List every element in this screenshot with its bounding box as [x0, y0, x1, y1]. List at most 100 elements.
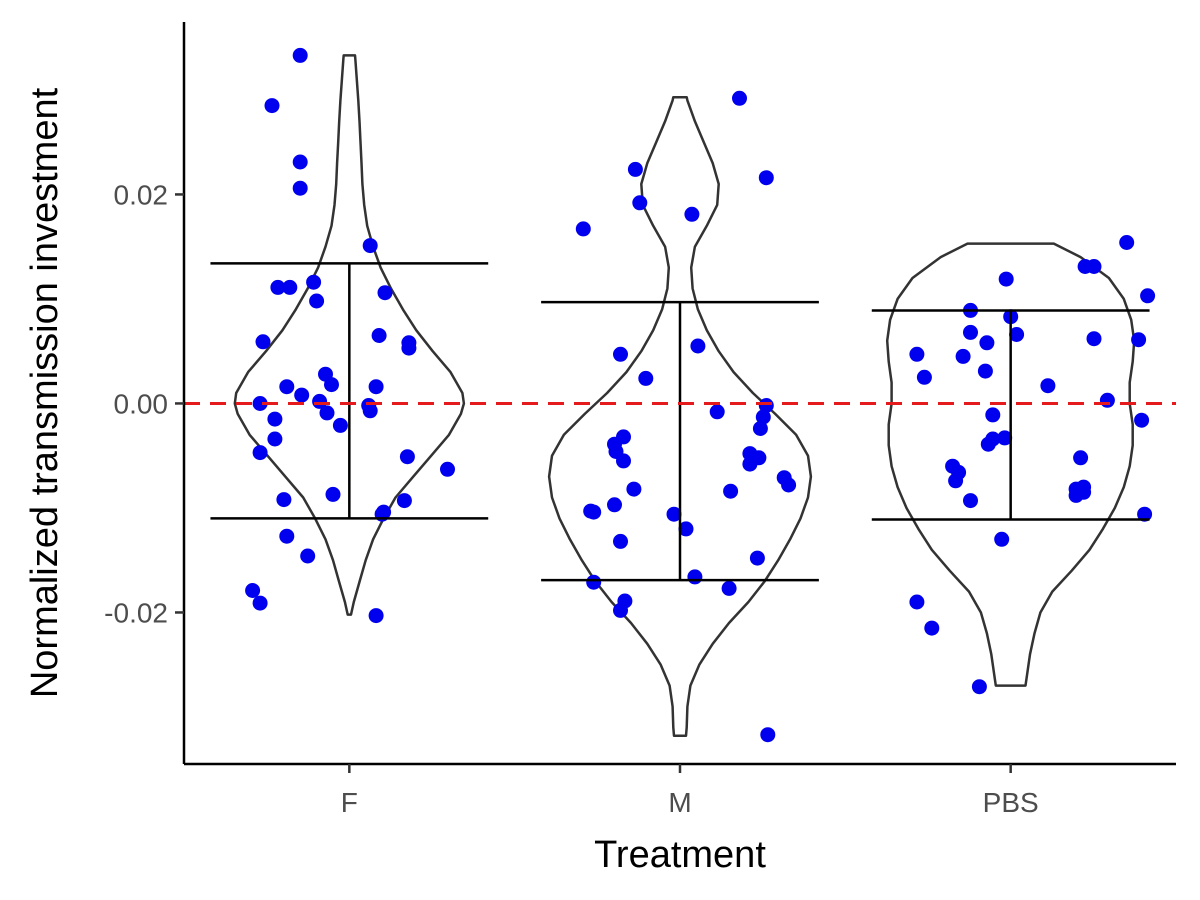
data-point-m — [613, 602, 628, 618]
data-point-pbs — [963, 493, 978, 509]
data-point-m — [749, 550, 765, 566]
data-point-pbs — [1137, 506, 1153, 522]
data-point-f — [401, 340, 417, 356]
data-point-f — [362, 238, 378, 254]
data-point-f — [377, 285, 393, 301]
data-point-f — [276, 492, 292, 508]
data-point-pbs — [985, 407, 1001, 423]
x-tick-label-m: M — [668, 787, 691, 818]
data-point-f — [312, 393, 328, 409]
x-axis-title: Treatment — [594, 834, 766, 876]
y-axis-title: Normalized transmission investment — [24, 87, 66, 698]
data-point-f — [252, 396, 268, 411]
data-point-m — [613, 346, 628, 362]
x-tick-label-pbs: PBS — [983, 787, 1039, 818]
data-point-f — [319, 405, 335, 421]
data-point-m — [607, 497, 622, 513]
data-point-pbs — [1068, 487, 1084, 503]
data-point-f — [306, 274, 322, 290]
data-point-f — [267, 411, 283, 427]
data-point-pbs — [1119, 235, 1135, 250]
data-point-m — [760, 727, 776, 743]
y-tick-label: 0.00 — [114, 388, 169, 419]
data-point-f — [252, 445, 268, 461]
data-point-f — [270, 279, 286, 295]
data-point-pbs — [1009, 327, 1025, 342]
x-tick-label-f: F — [341, 787, 358, 818]
data-point-pbs — [924, 620, 940, 636]
data-point-f — [332, 417, 348, 433]
data-point-pbs — [971, 679, 987, 695]
data-point-m — [758, 398, 774, 413]
data-point-m — [632, 195, 648, 211]
point-layer — [245, 47, 1156, 743]
data-point-pbs — [998, 271, 1014, 287]
data-point-m — [687, 569, 703, 585]
data-point-f — [368, 608, 384, 624]
data-point-m — [666, 506, 682, 522]
y-tick-label: -0.02 — [104, 597, 168, 628]
data-point-f — [325, 486, 341, 502]
data-point-pbs — [1086, 331, 1102, 347]
data-point-pbs — [909, 346, 925, 362]
violin-pbs — [885, 242, 1136, 687]
data-point-m — [723, 483, 739, 499]
data-point-pbs — [997, 430, 1013, 446]
data-point-pbs — [977, 363, 993, 379]
data-point-m — [690, 338, 706, 354]
data-point-f — [264, 98, 280, 114]
data-point-m — [781, 477, 797, 493]
data-point-pbs — [985, 431, 1001, 447]
data-point-m — [678, 521, 694, 537]
data-point-f — [440, 461, 455, 477]
data-point-f — [282, 279, 298, 295]
data-point-f — [252, 595, 268, 611]
data-point-f — [309, 293, 325, 309]
data-point-m — [721, 580, 737, 596]
data-point-pbs — [1134, 412, 1150, 428]
data-point-m — [626, 481, 642, 497]
data-point-f — [324, 377, 339, 393]
data-point-f — [292, 180, 308, 196]
data-point-pbs — [1086, 259, 1102, 274]
data-point-m — [684, 206, 700, 222]
y-tick-label: 0.02 — [114, 179, 169, 210]
violin-f — [233, 54, 466, 616]
data-point-m — [742, 456, 758, 472]
data-point-pbs — [1073, 450, 1089, 466]
data-point-pbs — [1131, 332, 1147, 348]
data-point-m — [586, 504, 602, 520]
data-point-f — [292, 47, 308, 63]
data-point-f — [362, 403, 378, 419]
data-point-f — [279, 379, 295, 395]
data-point-pbs — [955, 348, 971, 364]
data-point-pbs — [948, 473, 964, 489]
violin-m — [547, 95, 813, 738]
data-point-m — [575, 221, 591, 237]
data-point-m — [752, 421, 768, 436]
data-point-m — [616, 453, 631, 469]
data-point-f — [371, 328, 387, 343]
data-point-f — [294, 387, 310, 403]
data-point-pbs — [1040, 378, 1056, 394]
data-point-pbs — [1140, 288, 1156, 304]
data-point-m — [586, 574, 602, 590]
data-point-f — [279, 528, 295, 544]
tick-layer: F M PBS 0.02 0.00 -0.02 — [104, 179, 1039, 818]
data-point-m — [709, 404, 725, 420]
error-bar-layer — [210, 262, 1150, 582]
data-point-f — [399, 449, 415, 465]
data-point-f — [245, 583, 261, 598]
data-point-pbs — [1099, 392, 1115, 408]
data-point-f — [368, 379, 384, 395]
data-point-m — [755, 409, 771, 425]
data-point-pbs — [909, 594, 925, 610]
data-point-m — [758, 170, 774, 186]
data-point-pbs — [979, 335, 995, 351]
data-point-f — [300, 548, 316, 564]
data-point-m — [613, 533, 628, 549]
data-point-f — [267, 431, 283, 447]
violin-layer — [233, 54, 1136, 738]
data-point-pbs — [963, 324, 978, 340]
